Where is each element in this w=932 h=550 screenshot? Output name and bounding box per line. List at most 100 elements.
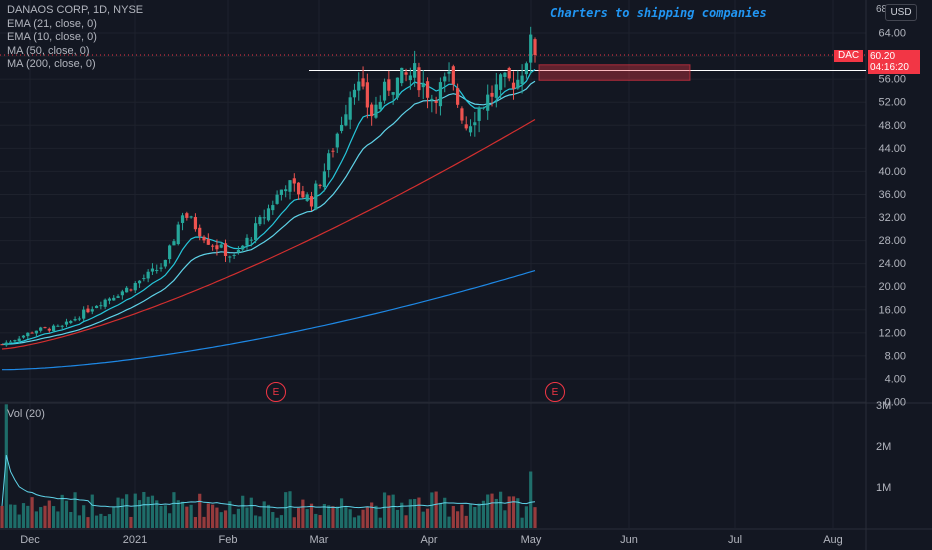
candle-body bbox=[365, 82, 369, 108]
candle-body bbox=[150, 268, 155, 272]
legend-ma200[interactable]: MA (200, close, 0) bbox=[7, 58, 96, 70]
price-tick-label: 48.00 bbox=[878, 120, 906, 132]
volume-bar bbox=[258, 516, 262, 528]
volume-bar bbox=[348, 509, 352, 528]
volume-bar bbox=[94, 515, 99, 528]
volume-bar bbox=[163, 505, 167, 528]
time-tick-label: Jun bbox=[620, 534, 638, 546]
candle-body bbox=[17, 338, 21, 342]
candle-body bbox=[413, 63, 417, 78]
time-tick-label: Jul bbox=[728, 534, 742, 546]
volume-axis: 3M 2M 1M bbox=[876, 400, 891, 494]
legend-ema21[interactable]: EMA (21, close, 0) bbox=[7, 17, 97, 30]
earnings-marker-may[interactable]: E bbox=[545, 382, 565, 402]
candle-body bbox=[69, 320, 73, 323]
volume-bar bbox=[77, 515, 81, 528]
candle-body bbox=[425, 81, 430, 98]
volume-bar bbox=[86, 517, 90, 528]
volume-legend[interactable]: Vol (20) bbox=[7, 408, 45, 420]
volume-bar bbox=[511, 496, 516, 528]
volume-bar bbox=[159, 505, 163, 528]
price-tick-label: 64.00 bbox=[878, 28, 906, 40]
volume-bar bbox=[417, 497, 421, 528]
volume-bar bbox=[477, 503, 481, 528]
volume-bar bbox=[107, 514, 112, 528]
candle-body bbox=[125, 287, 129, 293]
candle-body bbox=[39, 327, 43, 331]
candle-body bbox=[8, 341, 13, 343]
candle-body bbox=[447, 71, 451, 74]
volume-bar bbox=[172, 492, 176, 528]
candle-body bbox=[499, 74, 503, 90]
candle-body bbox=[417, 67, 421, 91]
candle-body bbox=[107, 298, 112, 301]
candle-body bbox=[236, 249, 241, 253]
candle-body bbox=[185, 213, 189, 218]
volume-bar bbox=[524, 506, 529, 528]
volume-bar bbox=[17, 514, 21, 528]
price-tick-label: 36.00 bbox=[878, 189, 906, 201]
candle-body bbox=[533, 39, 537, 55]
candle-body bbox=[249, 239, 253, 241]
volume-bar bbox=[215, 507, 219, 528]
legend-ma50[interactable]: MA (50, close, 0) bbox=[7, 44, 90, 57]
candle-body bbox=[94, 305, 99, 309]
legend-ema10[interactable]: EMA (10, close, 0) bbox=[7, 31, 97, 43]
candle-body bbox=[133, 282, 137, 291]
volume-bar bbox=[352, 517, 357, 528]
volume-bar bbox=[103, 516, 107, 528]
candle-body bbox=[21, 335, 26, 338]
volume-bar bbox=[473, 506, 477, 528]
candle-body bbox=[361, 78, 365, 87]
volume-bar bbox=[387, 495, 391, 528]
candle-body bbox=[357, 81, 361, 91]
volume-bar bbox=[39, 507, 43, 528]
candle-body bbox=[477, 107, 481, 121]
candle-body bbox=[322, 171, 326, 188]
volume-bar bbox=[425, 508, 430, 528]
volume-bar bbox=[198, 493, 202, 528]
volume-bar bbox=[90, 494, 94, 528]
currency-button[interactable]: USD bbox=[885, 4, 917, 21]
candle-body bbox=[507, 68, 511, 79]
candle-body bbox=[116, 296, 120, 298]
candle-body bbox=[47, 328, 51, 331]
candle-body bbox=[198, 227, 202, 237]
volume-bar bbox=[503, 510, 507, 528]
volume-bar bbox=[112, 506, 116, 528]
candle-body bbox=[473, 122, 477, 126]
volume-bar bbox=[374, 505, 378, 528]
candle-body bbox=[228, 256, 232, 258]
volume-bar bbox=[99, 513, 103, 528]
candle-body bbox=[327, 153, 331, 170]
volume-bar bbox=[408, 499, 412, 528]
candle-body bbox=[460, 108, 464, 121]
candle-body bbox=[378, 101, 382, 110]
volume-bar bbox=[314, 513, 318, 528]
volume-bar bbox=[279, 515, 283, 528]
volume-bar bbox=[520, 517, 524, 528]
volume-bar bbox=[64, 500, 69, 528]
volume-bar bbox=[271, 512, 275, 528]
candle-body bbox=[189, 216, 193, 218]
volume-bar bbox=[150, 495, 155, 528]
volume-bar bbox=[284, 492, 288, 528]
candle-body bbox=[464, 124, 468, 129]
volume-bar bbox=[430, 492, 434, 528]
candle-body bbox=[180, 215, 185, 223]
candle-body bbox=[451, 66, 455, 85]
indicator-legend: DANAOS CORP, 1D, NYSE EMA (21, close, 0)… bbox=[7, 4, 143, 72]
volume-bar bbox=[296, 507, 301, 528]
candle-body bbox=[206, 239, 210, 245]
time-tick-label: Dec bbox=[20, 534, 40, 546]
volume-bar bbox=[43, 505, 47, 528]
symbol-title[interactable]: DANAOS CORP, 1D, NYSE bbox=[7, 4, 144, 16]
candle-body bbox=[296, 182, 301, 195]
candle-body bbox=[103, 299, 107, 307]
chart-annotation: Charters to shipping companies bbox=[550, 6, 767, 20]
price-tick-label: 20.00 bbox=[878, 281, 906, 293]
earnings-marker-feb[interactable]: E bbox=[266, 382, 286, 402]
candle-body bbox=[262, 217, 266, 219]
volume-bar bbox=[400, 502, 404, 528]
